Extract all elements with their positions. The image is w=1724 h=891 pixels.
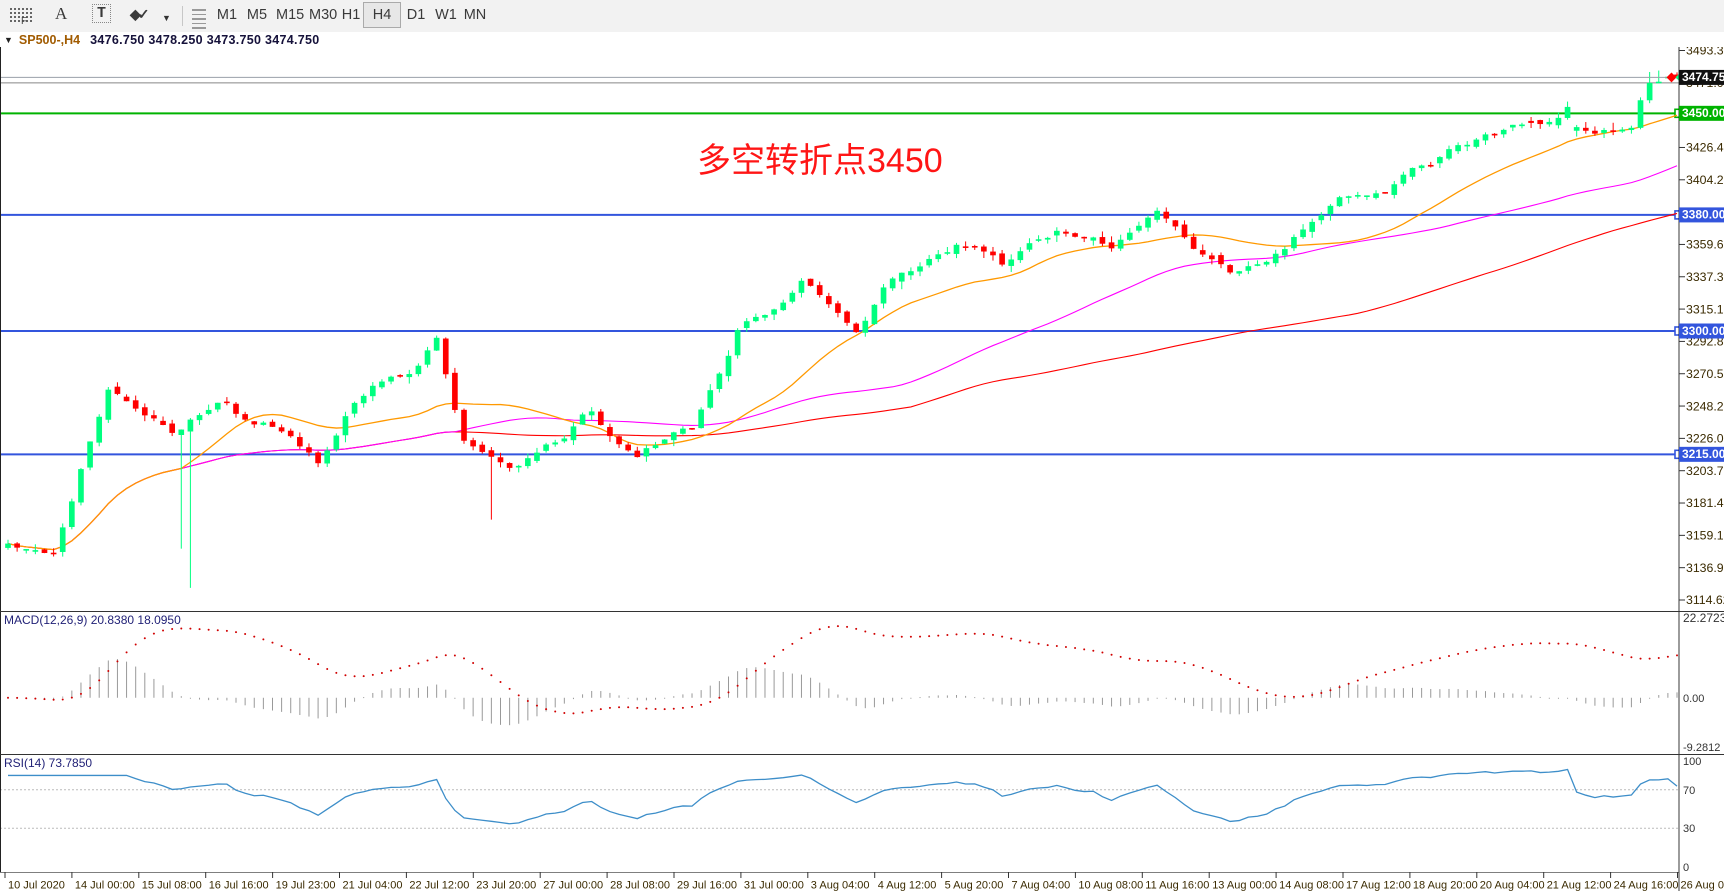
svg-text:10 Jul 2020: 10 Jul 2020 — [8, 880, 65, 891]
svg-text:3315.100: 3315.100 — [1686, 302, 1724, 316]
svg-text:17 Aug 12:00: 17 Aug 12:00 — [1346, 880, 1411, 891]
svg-text:-9.2812: -9.2812 — [1683, 742, 1720, 754]
svg-text:3493.300: 3493.300 — [1686, 47, 1724, 58]
svg-text:24 Aug 16:00: 24 Aug 16:00 — [1614, 880, 1679, 891]
svg-text:3426.475: 3426.475 — [1686, 141, 1724, 155]
svg-text:22.2723: 22.2723 — [1683, 612, 1724, 625]
svg-text:3404.200: 3404.200 — [1686, 173, 1724, 187]
svg-text:3359.650: 3359.650 — [1686, 238, 1724, 252]
svg-text:5 Aug 20:00: 5 Aug 20:00 — [945, 880, 1004, 891]
svg-text:31 Jul 00:00: 31 Jul 00:00 — [744, 880, 804, 891]
svg-text:11 Aug 16:00: 11 Aug 16:00 — [1145, 880, 1209, 891]
svg-text:3181.450: 3181.450 — [1686, 496, 1724, 510]
svg-text:3450.000: 3450.000 — [1682, 106, 1724, 120]
svg-text:3337.375: 3337.375 — [1686, 270, 1724, 284]
svg-text:3474.750: 3474.750 — [1682, 70, 1724, 84]
svg-text:27 Jul 00:00: 27 Jul 00:00 — [543, 880, 603, 891]
svg-text:23 Jul 20:00: 23 Jul 20:00 — [476, 880, 536, 891]
svg-text:10 Aug 08:00: 10 Aug 08:00 — [1078, 880, 1143, 891]
svg-text:16 Jul 16:00: 16 Jul 16:00 — [209, 880, 269, 891]
svg-text:30: 30 — [1683, 823, 1695, 835]
svg-text:26 Aug 00:00: 26 Aug 00:00 — [1681, 880, 1724, 891]
svg-text:21 Jul 04:00: 21 Jul 04:00 — [343, 880, 403, 891]
svg-text:3159.175: 3159.175 — [1686, 529, 1724, 543]
svg-text:3270.550: 3270.550 — [1686, 367, 1724, 381]
svg-text:14 Aug 08:00: 14 Aug 08:00 — [1279, 880, 1344, 891]
svg-text:3 Aug 04:00: 3 Aug 04:00 — [811, 880, 870, 891]
svg-text:0.00: 0.00 — [1683, 693, 1704, 705]
svg-text:20 Aug 04:00: 20 Aug 04:00 — [1480, 880, 1545, 891]
svg-text:100: 100 — [1683, 756, 1701, 768]
svg-text:29 Jul 16:00: 29 Jul 16:00 — [677, 880, 737, 891]
svg-text:3226.000: 3226.000 — [1686, 432, 1724, 446]
svg-text:28 Jul 08:00: 28 Jul 08:00 — [610, 880, 670, 891]
svg-text:3215.000: 3215.000 — [1682, 447, 1724, 461]
svg-text:7 Aug 04:00: 7 Aug 04:00 — [1012, 880, 1071, 891]
svg-text:3248.275: 3248.275 — [1686, 399, 1724, 413]
svg-text:22 Jul 12:00: 22 Jul 12:00 — [409, 880, 469, 891]
svg-text:3300.000: 3300.000 — [1682, 324, 1724, 338]
svg-text:15 Jul 08:00: 15 Jul 08:00 — [142, 880, 202, 891]
svg-text:MACD(12,26,9) 20.8380 18.0950: MACD(12,26,9) 20.8380 18.0950 — [4, 613, 181, 627]
svg-text:多空转折点3450: 多空转折点3450 — [697, 142, 943, 180]
svg-text:3114.625: 3114.625 — [1686, 593, 1724, 607]
svg-text:RSI(14) 73.7850: RSI(14) 73.7850 — [4, 756, 92, 770]
svg-text:3203.725: 3203.725 — [1686, 464, 1724, 478]
svg-text:3136.900: 3136.900 — [1686, 561, 1724, 575]
svg-text:4 Aug 12:00: 4 Aug 12:00 — [878, 880, 937, 891]
svg-text:21 Aug 12:00: 21 Aug 12:00 — [1547, 880, 1612, 891]
svg-text:3380.000: 3380.000 — [1682, 208, 1724, 222]
svg-text:18 Aug 20:00: 18 Aug 20:00 — [1413, 880, 1478, 891]
svg-text:19 Jul 23:00: 19 Jul 23:00 — [276, 880, 336, 891]
svg-text:13 Aug 00:00: 13 Aug 00:00 — [1212, 880, 1277, 891]
svg-text:70: 70 — [1683, 785, 1695, 797]
svg-text:14 Jul 00:00: 14 Jul 00:00 — [75, 880, 135, 891]
